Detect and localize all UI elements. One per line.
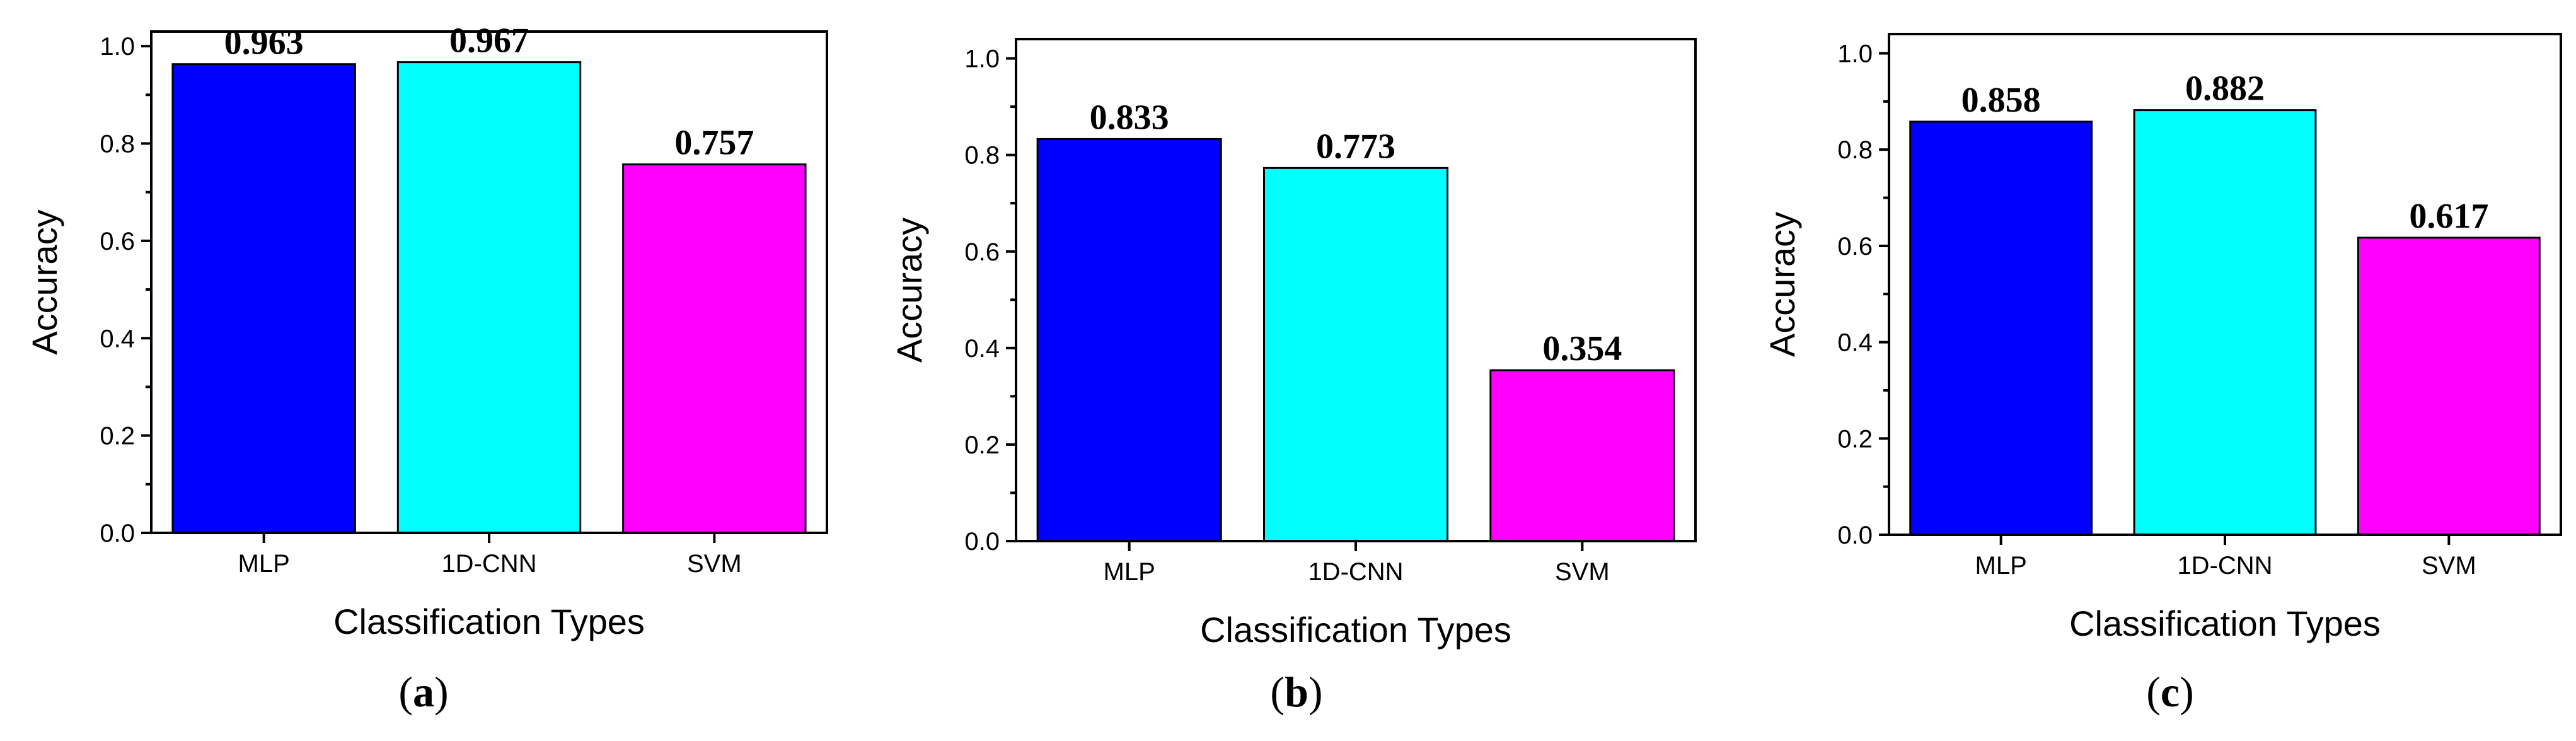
- chart-panel-b: 0.833 MLP 0.773 1D-CNN 0.354 SVM 0.0 0.2 0.4 0.6 0…: [889, 38, 1697, 716]
- y-tick-label: 0.2: [964, 431, 1000, 459]
- bar-svm: [1489, 369, 1675, 542]
- x-tick-label: 1D-CNN: [2177, 552, 2272, 580]
- x-axis-title: Classification Types: [333, 602, 645, 641]
- value-label: 0.757: [674, 124, 754, 163]
- panel-label: (a): [398, 668, 448, 716]
- value-label: 0.773: [1316, 127, 1395, 166]
- y-tick-label: 0.4: [1837, 329, 1873, 357]
- y-tick-label: 0.6: [100, 228, 135, 255]
- plot-frame: [150, 30, 828, 534]
- x-tick-label: SVM: [2422, 552, 2476, 580]
- x-tick-label: 1D-CNN: [441, 550, 536, 578]
- value-label: 0.833: [1090, 98, 1169, 137]
- value-label: 0.354: [1542, 329, 1622, 368]
- y-axis-title: Accuracy: [889, 218, 929, 363]
- x-tick-label: MLP: [238, 550, 290, 578]
- y-tick-label: 0.8: [964, 142, 1000, 170]
- y-tick-label: 0.2: [1837, 425, 1873, 453]
- y-tick-label: 0.0: [100, 520, 135, 547]
- y-axis-title: Accuracy: [25, 209, 64, 354]
- x-tick-label: SVM: [687, 550, 742, 578]
- bar-mlp: [171, 63, 356, 534]
- x-tick-label: MLP: [1104, 558, 1155, 586]
- y-tick-label: 0.4: [964, 335, 1000, 363]
- value-label: 0.858: [1961, 81, 2041, 120]
- x-tick-label: 1D-CNN: [1308, 558, 1403, 586]
- bar-1d-cnn: [1262, 166, 1449, 542]
- value-label: 0.617: [2409, 197, 2488, 236]
- y-tick-label: 1.0: [100, 33, 135, 61]
- chart-panel-a: 0.963 MLP 0.967 1D-CNN 0.757 SVM 0.0 0.2 0.4 0.6 0…: [25, 21, 828, 716]
- x-tick-label: MLP: [1975, 552, 2027, 580]
- y-tick-label: 0.2: [100, 423, 135, 450]
- y-tick-label: 0.0: [964, 528, 1000, 556]
- y-tick-label: 0.0: [1837, 522, 1873, 549]
- bar-mlp: [1036, 137, 1222, 542]
- value-label: 0.967: [449, 21, 529, 61]
- bar-svm: [2357, 236, 2541, 536]
- y-tick-label: 1.0: [964, 45, 1000, 73]
- panel-label: (b): [1270, 668, 1322, 716]
- bar-1d-cnn: [396, 61, 582, 534]
- value-label: 0.882: [2185, 69, 2265, 108]
- value-label: 0.963: [224, 23, 304, 62]
- x-axis-title: Classification Types: [1200, 610, 1511, 650]
- panel-label: (c): [2146, 668, 2194, 716]
- bar-1d-cnn: [2133, 109, 2317, 536]
- y-tick-label: 0.8: [100, 131, 135, 158]
- y-tick-label: 0.6: [964, 238, 1000, 266]
- bar-mlp: [1909, 120, 2093, 536]
- x-tick-label: SVM: [1555, 558, 1610, 586]
- y-tick-label: 1.0: [1837, 40, 1873, 68]
- plot-frame: [1888, 33, 2562, 536]
- y-tick-label: 0.8: [1837, 136, 1873, 164]
- bar-svm: [622, 163, 807, 534]
- y-tick-label: 0.6: [1837, 233, 1873, 260]
- chart-panel-c: 0.858 MLP 0.882 1D-CNN 0.617 SVM 0.0 0.2 0.4 0.6 0…: [1762, 33, 2562, 716]
- x-axis-title: Classification Types: [2069, 604, 2381, 643]
- plot-frame: [1015, 38, 1697, 542]
- y-axis-title: Accuracy: [1762, 212, 1802, 357]
- y-tick-label: 0.4: [100, 325, 135, 353]
